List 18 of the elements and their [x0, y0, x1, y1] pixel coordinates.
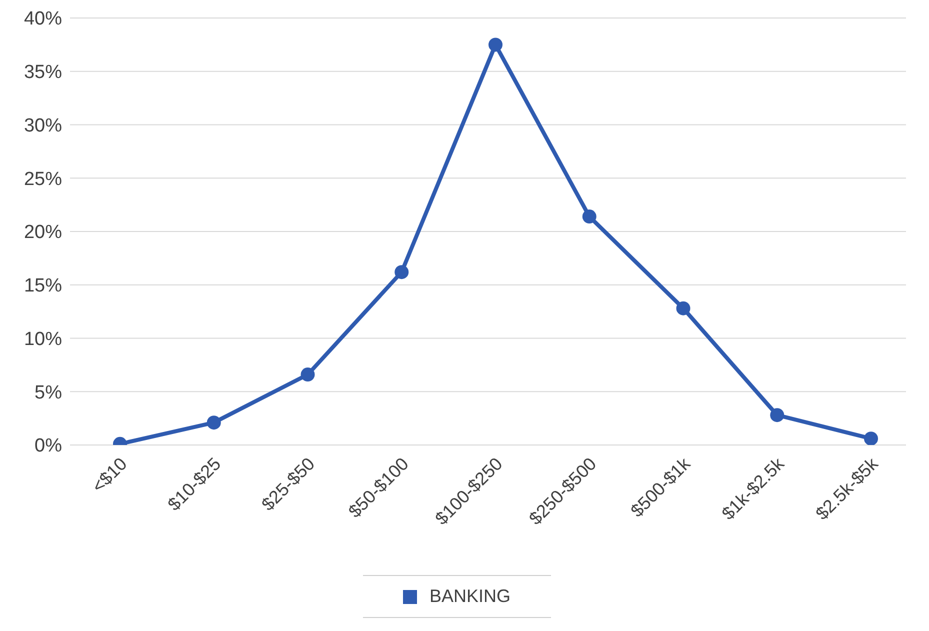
point: [770, 408, 784, 422]
y-tick-label: 35%: [24, 62, 62, 84]
point: [864, 432, 878, 445]
point: [488, 38, 502, 52]
y-tick-label: 40%: [24, 8, 62, 30]
y-tick-label: 15%: [24, 276, 62, 297]
point: [394, 265, 409, 280]
point: [300, 368, 315, 382]
point: [582, 210, 596, 224]
y-tick-label: 5%: [34, 382, 62, 404]
point: [206, 416, 221, 430]
legend-label: BANKING: [429, 586, 511, 607]
y-tick-label: 0%: [34, 436, 62, 457]
point: [676, 301, 690, 316]
y-tick-label: 25%: [24, 168, 62, 190]
y-tick-label: 30%: [24, 115, 62, 136]
y-tick-label: 20%: [24, 222, 62, 244]
y-tick-label: 10%: [24, 328, 62, 350]
